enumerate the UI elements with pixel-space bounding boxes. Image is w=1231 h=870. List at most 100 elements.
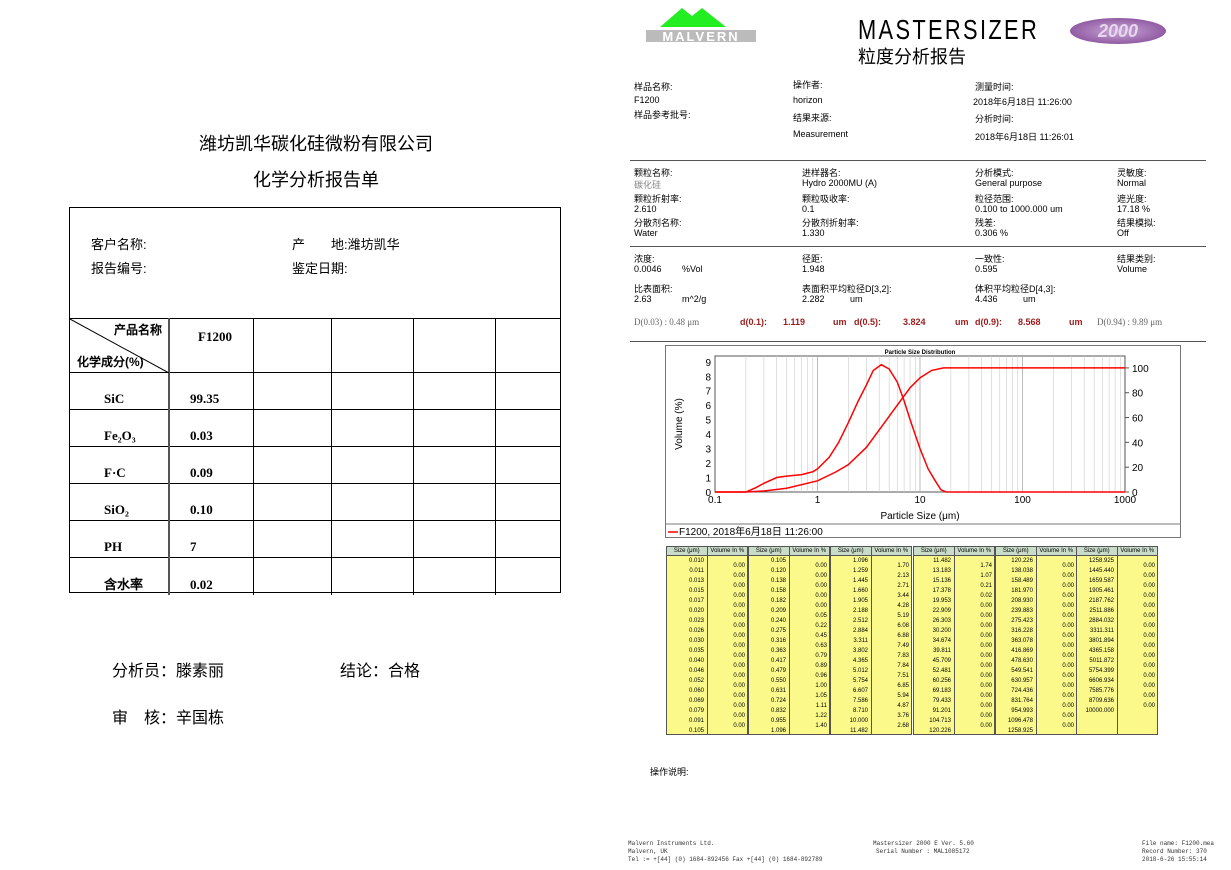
size-header: Size (μm) xyxy=(1077,547,1118,555)
param-value: General purpose xyxy=(975,178,1043,188)
result-label: 结果类别: xyxy=(1117,254,1156,264)
size-cell: 416.869 xyxy=(1011,648,1033,654)
size-cell: 8709.636 xyxy=(1088,698,1114,704)
volume-cell: 2.13 xyxy=(897,573,909,579)
volume-cell: 0.00 xyxy=(980,623,992,629)
volume-cell: 0.21 xyxy=(980,583,992,589)
divider xyxy=(630,246,1206,247)
result-unit: m^2/g xyxy=(682,294,707,304)
footer-left: Malvern Instruments Ltd. Malvern, UK Tel :… xyxy=(628,840,822,864)
component-value: 0.03 xyxy=(168,409,254,447)
volume-cell: 0.00 xyxy=(1143,583,1155,589)
volume-cell: 6.85 xyxy=(897,683,909,689)
y-tick-label: 4 xyxy=(705,430,711,441)
size-cell: 0.631 xyxy=(770,688,786,694)
volume-cell: 0.00 xyxy=(1062,653,1074,659)
volume-cell: 0.00 xyxy=(1143,683,1155,689)
y2-tick-label: 80 xyxy=(1132,389,1144,400)
origin-label: 产 地: xyxy=(292,237,348,252)
volume-cell: 0.00 xyxy=(815,573,827,579)
empty-cell xyxy=(252,446,332,484)
result-value: Volume xyxy=(1117,264,1148,274)
component-value: 7 xyxy=(168,520,254,558)
volume-cell: 0.00 xyxy=(1062,613,1074,619)
footer-line: Malvern Instruments Ltd. xyxy=(628,840,715,847)
composition-row: SiO₂ 0.10 xyxy=(70,483,560,521)
result-unit: %Vol xyxy=(682,264,703,274)
size-cell: 15.136 xyxy=(932,578,951,584)
volume-cell: 0.00 xyxy=(1143,703,1155,709)
size-cell: 0.060 xyxy=(688,688,704,694)
volume-cell: 0.00 xyxy=(1062,723,1074,729)
y-tick-label: 2 xyxy=(705,459,711,470)
size-cell: 0.158 xyxy=(770,588,786,594)
operator: horizon xyxy=(793,95,823,105)
volume-cell: 0.00 xyxy=(1143,603,1155,609)
empty-cell xyxy=(494,520,560,558)
size-cell: 1096.478 xyxy=(1007,718,1033,724)
cumulative-curve xyxy=(715,367,1125,493)
component-value: 0.10 xyxy=(168,483,254,521)
volume-cell: 0.00 xyxy=(980,703,992,709)
size-cell: 30.200 xyxy=(932,628,951,634)
empty-cell xyxy=(330,372,414,410)
volume-header: Volume In % xyxy=(792,548,827,554)
y-tick-label: 6 xyxy=(705,401,711,412)
volume-cell: 0.00 xyxy=(1062,703,1074,709)
volume-cell: 7.84 xyxy=(897,663,909,669)
logo-text: MALVERN xyxy=(662,29,739,42)
volume-cell: 0.00 xyxy=(815,583,827,589)
size-cell: 91.201 xyxy=(932,708,951,714)
volume-cell: 0.00 xyxy=(1143,573,1155,579)
footer-line: Malvern, UK xyxy=(628,848,668,855)
density-curve xyxy=(715,363,1125,493)
size-cell: 478.630 xyxy=(1011,658,1033,664)
volume-header: Volume In % xyxy=(874,548,909,554)
size-header: Size (μm) xyxy=(667,547,708,555)
footer-right: File name: F1200.mea Record Number: 370 20… xyxy=(1142,840,1214,864)
size-table: Size (μm) Volume In % 11.482 13.183 15.136 17… xyxy=(913,546,995,735)
size-cell: 1.259 xyxy=(852,568,868,574)
size-cell: 0.052 xyxy=(688,678,704,684)
analysis-time: 2018年6月18日 11:26:01 xyxy=(975,132,1074,142)
size-cell: 0.035 xyxy=(688,648,704,654)
volume-cell: 0.00 xyxy=(1143,623,1155,629)
volume-cell: 0.00 xyxy=(1062,643,1074,649)
volume-cell: 0.00 xyxy=(733,583,745,589)
volume-cell: 1.07 xyxy=(980,573,992,579)
size-cell: 2187.762 xyxy=(1088,598,1114,604)
report-no-label: 报告编号: xyxy=(91,261,147,276)
param-value: Water xyxy=(634,228,658,238)
empty-cell xyxy=(252,520,332,558)
size-cell: 0.105 xyxy=(688,728,704,734)
param-value: 0.100 to 1000.000 um xyxy=(975,204,1063,214)
size-header: Size (μm) xyxy=(831,547,872,555)
volume-cell: 1.11 xyxy=(815,703,827,709)
result-label: 比表面积: xyxy=(634,284,673,294)
footer-line: 2018-6-26 15:55:14 xyxy=(1142,856,1207,863)
param-label: 分析模式: xyxy=(975,168,1014,178)
size-cell: 7585.776 xyxy=(1088,688,1114,694)
size-cell: 0.079 xyxy=(688,708,704,714)
sample-name-label: 样品名称: xyxy=(634,82,673,92)
size-cell: 1.096 xyxy=(770,728,786,734)
product-name-header: 产品名称 xyxy=(113,323,162,337)
size-cell: 0.023 xyxy=(688,618,704,624)
volume-cell: 3.44 xyxy=(897,593,909,599)
param-value: Hydro 2000MU (A) xyxy=(802,178,878,188)
size-cell: 630.957 xyxy=(1011,678,1033,684)
size-cell: 0.069 xyxy=(688,698,704,704)
empty-cell xyxy=(412,372,496,410)
param-label: 颗粒名称: xyxy=(634,168,673,178)
result-label: 体积平均粒径D[4,3]: xyxy=(975,284,1056,294)
size-cell: 0.020 xyxy=(688,608,704,614)
volume-cell: 0.00 xyxy=(1062,593,1074,599)
y-tick-label: 7 xyxy=(705,387,711,398)
volume-cell: 0.00 xyxy=(1062,663,1074,669)
volume-cell: 0.00 xyxy=(1143,653,1155,659)
x-tick-label: 10 xyxy=(914,495,926,506)
size-cell: 3.311 xyxy=(853,638,868,644)
component-value: 99.35 xyxy=(168,372,254,410)
volume-cell: 0.00 xyxy=(733,723,745,729)
component-name: SiC xyxy=(70,372,170,410)
